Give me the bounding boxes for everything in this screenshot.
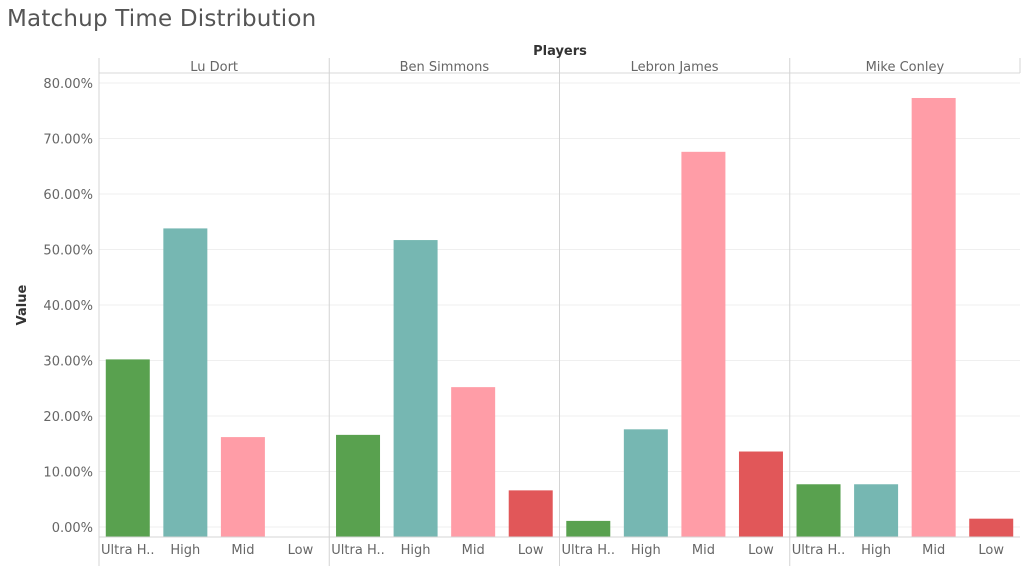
y-tick-label: 50.00% (43, 244, 93, 259)
bar (508, 490, 553, 537)
bar (220, 437, 265, 537)
y-tick-label: 0.00% (52, 521, 93, 536)
column-header: Players (533, 44, 587, 59)
y-tick-label: 40.00% (43, 299, 93, 314)
y-tick-label: 10.00% (43, 466, 93, 481)
category-label: Mid (922, 543, 945, 558)
y-tick-label: 20.00% (43, 410, 93, 425)
bar (566, 520, 611, 537)
category-label: Mid (692, 543, 715, 558)
bar (738, 451, 783, 537)
category-label: Low (518, 543, 544, 558)
chart-title: Matchup Time Distribution (7, 6, 317, 32)
category-label: High (861, 543, 891, 558)
category-label: Low (978, 543, 1004, 558)
panel-label: Lu Dort (190, 60, 238, 75)
y-tick-label: 80.00% (43, 77, 93, 92)
category-label: High (401, 543, 431, 558)
y-axis-label: Value (15, 284, 30, 325)
bar (796, 484, 841, 537)
category-label: High (631, 543, 661, 558)
category-label: Low (288, 543, 314, 558)
category-label: Ultra H.. (792, 543, 845, 558)
bar (105, 359, 150, 537)
panel-label: Mike Conley (866, 60, 945, 75)
category-label: Ultra H.. (562, 543, 615, 558)
y-tick-label: 30.00% (43, 355, 93, 370)
category-label: High (170, 543, 200, 558)
bar (969, 518, 1014, 537)
panel-label: Ben Simmons (400, 60, 490, 75)
bar (393, 240, 438, 537)
category-label: Mid (462, 543, 485, 558)
bar (163, 228, 208, 537)
y-tick-label: 60.00% (43, 188, 93, 203)
bar (911, 97, 956, 538)
category-label: Ultra H.. (331, 543, 384, 558)
bar (451, 387, 496, 537)
y-tick-label: 70.00% (43, 133, 93, 148)
category-label: Mid (231, 543, 254, 558)
bar (854, 484, 899, 537)
bar (336, 434, 381, 537)
category-label: Low (748, 543, 774, 558)
category-label: Ultra H.. (101, 543, 154, 558)
panel-label: Lebron James (631, 60, 719, 75)
bar (681, 151, 726, 537)
bar (623, 429, 668, 537)
